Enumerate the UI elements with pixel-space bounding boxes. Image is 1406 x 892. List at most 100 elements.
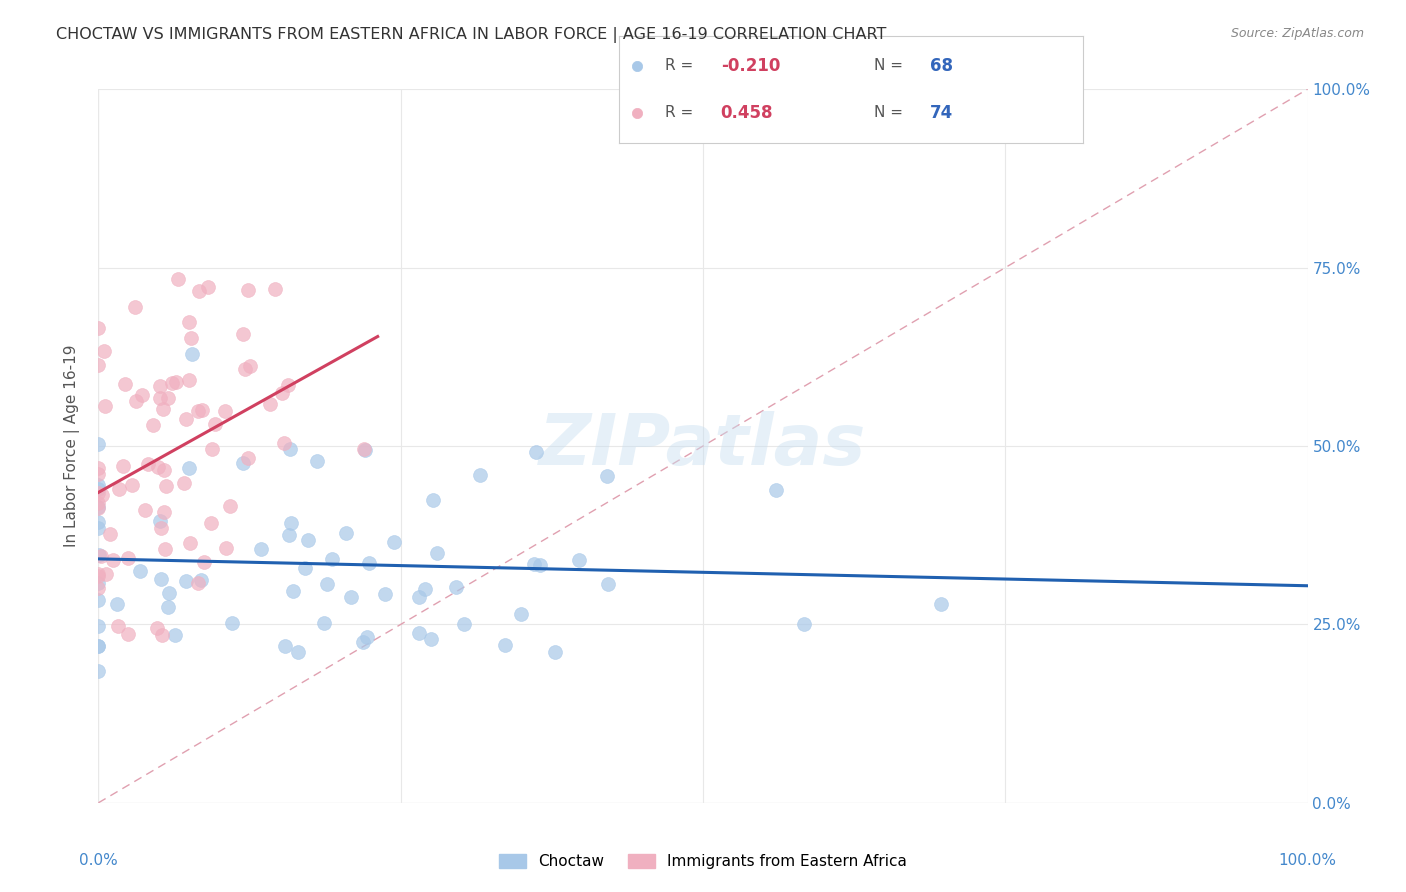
Point: [190, 573, 212, 587]
Text: 68: 68: [929, 57, 952, 75]
Point: [191, 403, 214, 417]
Point: [444, 580, 467, 594]
Point: [453, 616, 475, 631]
Point: [232, 326, 254, 341]
Text: ZIPatlas: ZIPatlas: [540, 411, 866, 481]
Point: [87, 664, 110, 678]
Point: [87, 467, 110, 482]
Point: [422, 492, 444, 507]
Point: [929, 598, 952, 612]
Point: [626, 59, 648, 73]
Point: [136, 457, 159, 471]
Point: [340, 590, 363, 604]
Point: [626, 105, 648, 120]
Point: [187, 404, 209, 418]
Point: [281, 583, 304, 598]
Point: [221, 615, 243, 630]
Point: [357, 556, 380, 570]
Text: Source: ZipAtlas.com: Source: ZipAtlas.com: [1230, 27, 1364, 40]
Legend: Choctaw, Immigrants from Eastern Africa: Choctaw, Immigrants from Eastern Africa: [492, 848, 914, 875]
Point: [165, 628, 187, 642]
Point: [297, 533, 319, 547]
Point: [153, 541, 176, 556]
Point: [352, 634, 374, 648]
Point: [419, 632, 441, 647]
Point: [598, 576, 620, 591]
Point: [108, 482, 131, 496]
Point: [180, 331, 202, 345]
Point: [87, 619, 110, 633]
Point: [125, 394, 148, 409]
Point: [287, 645, 309, 659]
Text: N =: N =: [875, 105, 903, 120]
Point: [510, 607, 533, 621]
Point: [149, 391, 172, 405]
Text: 0.0%: 0.0%: [79, 853, 118, 868]
Text: R =: R =: [665, 105, 693, 120]
Y-axis label: In Labor Force | Age 16-19: In Labor Force | Age 16-19: [63, 344, 80, 548]
Point: [382, 535, 405, 549]
Point: [273, 435, 295, 450]
Point: [111, 458, 134, 473]
Point: [353, 442, 375, 457]
Point: [215, 541, 238, 555]
Text: CHOCTAW VS IMMIGRANTS FROM EASTERN AFRICA IN LABOR FORCE | AGE 16-19 CORRELATION: CHOCTAW VS IMMIGRANTS FROM EASTERN AFRIC…: [56, 27, 887, 43]
Point: [107, 618, 129, 632]
Point: [408, 625, 430, 640]
Point: [596, 469, 619, 483]
Point: [87, 486, 110, 500]
Point: [152, 401, 174, 416]
Text: R =: R =: [665, 58, 693, 73]
Point: [117, 550, 139, 565]
Point: [214, 404, 236, 418]
Text: 100.0%: 100.0%: [1278, 853, 1337, 868]
Point: [356, 630, 378, 644]
Point: [156, 392, 179, 406]
Point: [249, 541, 271, 556]
Point: [278, 442, 301, 456]
Point: [87, 549, 110, 563]
Point: [87, 500, 110, 515]
Point: [156, 600, 179, 615]
Point: [93, 343, 115, 358]
Point: [274, 639, 297, 653]
Point: [294, 561, 316, 575]
Point: [271, 386, 294, 401]
Point: [87, 482, 110, 496]
Point: [87, 358, 110, 372]
Point: [200, 516, 222, 531]
Point: [87, 593, 110, 607]
Point: [157, 586, 180, 600]
Point: [149, 521, 172, 535]
Point: [765, 483, 787, 497]
Text: -0.210: -0.210: [721, 57, 780, 75]
Point: [413, 582, 436, 596]
Point: [468, 467, 491, 482]
Point: [87, 516, 110, 530]
Point: [307, 454, 329, 468]
Point: [117, 627, 139, 641]
Point: [232, 456, 254, 470]
Point: [197, 279, 219, 293]
Point: [124, 300, 146, 314]
Point: [204, 417, 226, 431]
Point: [134, 503, 156, 517]
Point: [494, 638, 516, 652]
Point: [148, 459, 170, 474]
Point: [259, 397, 281, 411]
Point: [149, 379, 172, 393]
Point: [87, 437, 110, 451]
Point: [167, 272, 190, 286]
Point: [187, 575, 209, 590]
Point: [173, 476, 195, 491]
Point: [87, 496, 110, 510]
Point: [87, 477, 110, 491]
Point: [179, 536, 201, 550]
Point: [105, 597, 128, 611]
Point: [179, 373, 201, 387]
Point: [180, 347, 202, 361]
Point: [162, 376, 184, 390]
Point: [316, 577, 339, 591]
Point: [121, 477, 143, 491]
Point: [150, 628, 173, 642]
